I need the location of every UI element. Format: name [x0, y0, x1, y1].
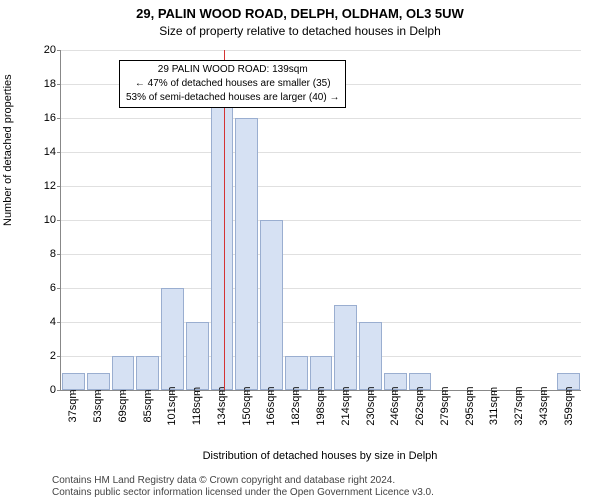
xtick-label: 327sqm	[513, 386, 525, 425]
xtick-label: 134sqm	[216, 386, 228, 425]
ytick-label: 8	[26, 248, 56, 260]
footer-copyright-2: Contains public sector information licen…	[52, 487, 434, 498]
xtick-label: 37sqm	[67, 389, 79, 422]
ytick-mark	[57, 254, 61, 255]
ytick-label: 0	[26, 384, 56, 396]
gridline	[61, 50, 581, 51]
histogram-bar	[334, 305, 357, 390]
ytick-label: 20	[26, 44, 56, 56]
xtick-label: 53sqm	[92, 389, 104, 422]
ytick-label: 2	[26, 350, 56, 362]
ytick-label: 10	[26, 214, 56, 226]
ytick-mark	[57, 356, 61, 357]
xtick-label: 85sqm	[142, 389, 154, 422]
ytick-mark	[57, 118, 61, 119]
ytick-label: 6	[26, 282, 56, 294]
annotation-box: 29 PALIN WOOD ROAD: 139sqm← 47% of detac…	[119, 60, 346, 108]
xtick-label: 182sqm	[290, 386, 302, 425]
chart-container: { "title_line1": "29, PALIN WOOD ROAD, D…	[0, 0, 600, 500]
x-axis-label: Distribution of detached houses by size …	[60, 450, 580, 462]
xtick-label: 230sqm	[365, 386, 377, 425]
xtick-label: 101sqm	[166, 386, 178, 425]
histogram-bar	[211, 84, 234, 390]
xtick-label: 198sqm	[315, 386, 327, 425]
histogram-bar	[186, 322, 209, 390]
histogram-bar	[161, 288, 184, 390]
ytick-label: 18	[26, 78, 56, 90]
histogram-bar	[260, 220, 283, 390]
gridline	[61, 152, 581, 153]
ytick-mark	[57, 152, 61, 153]
histogram-bar	[112, 356, 135, 390]
xtick-label: 69sqm	[117, 389, 129, 422]
ytick-label: 16	[26, 112, 56, 124]
histogram-bar	[136, 356, 159, 390]
ytick-label: 4	[26, 316, 56, 328]
gridline	[61, 254, 581, 255]
histogram-bar	[87, 373, 110, 390]
xtick-label: 150sqm	[241, 386, 253, 425]
annotation-line: ← 47% of detached houses are smaller (35…	[126, 77, 339, 91]
xtick-label: 311sqm	[488, 387, 500, 425]
gridline	[61, 220, 581, 221]
ytick-mark	[57, 220, 61, 221]
ytick-mark	[57, 288, 61, 289]
ytick-mark	[57, 50, 61, 51]
histogram-bar	[235, 118, 258, 390]
histogram-bar	[359, 322, 382, 390]
xtick-label: 279sqm	[439, 386, 451, 425]
histogram-bar	[285, 356, 308, 390]
annotation-line: 29 PALIN WOOD ROAD: 139sqm	[126, 63, 339, 77]
chart-title-desc: Size of property relative to detached ho…	[0, 24, 600, 38]
histogram-bar	[62, 373, 85, 390]
plot-area: 0246810121416182037sqm53sqm69sqm85sqm101…	[60, 50, 581, 391]
gridline	[61, 322, 581, 323]
ytick-mark	[57, 390, 61, 391]
ytick-label: 12	[26, 180, 56, 192]
ytick-mark	[57, 84, 61, 85]
gridline	[61, 118, 581, 119]
xtick-label: 295sqm	[464, 386, 476, 425]
xtick-label: 359sqm	[563, 386, 575, 425]
xtick-label: 262sqm	[414, 386, 426, 425]
xtick-label: 118sqm	[191, 387, 203, 425]
y-axis-label: Number of detached properties	[2, 74, 14, 226]
ytick-mark	[57, 322, 61, 323]
xtick-label: 246sqm	[389, 386, 401, 425]
annotation-line: 53% of semi-detached houses are larger (…	[126, 91, 339, 105]
histogram-bar	[310, 356, 333, 390]
footer-copyright-1: Contains HM Land Registry data © Crown c…	[52, 475, 395, 486]
ytick-label: 14	[26, 146, 56, 158]
chart-title-address: 29, PALIN WOOD ROAD, DELPH, OLDHAM, OL3 …	[0, 6, 600, 21]
ytick-mark	[57, 186, 61, 187]
gridline	[61, 186, 581, 187]
xtick-label: 343sqm	[538, 386, 550, 425]
xtick-label: 214sqm	[340, 386, 352, 425]
xtick-label: 166sqm	[265, 386, 277, 425]
gridline	[61, 288, 581, 289]
